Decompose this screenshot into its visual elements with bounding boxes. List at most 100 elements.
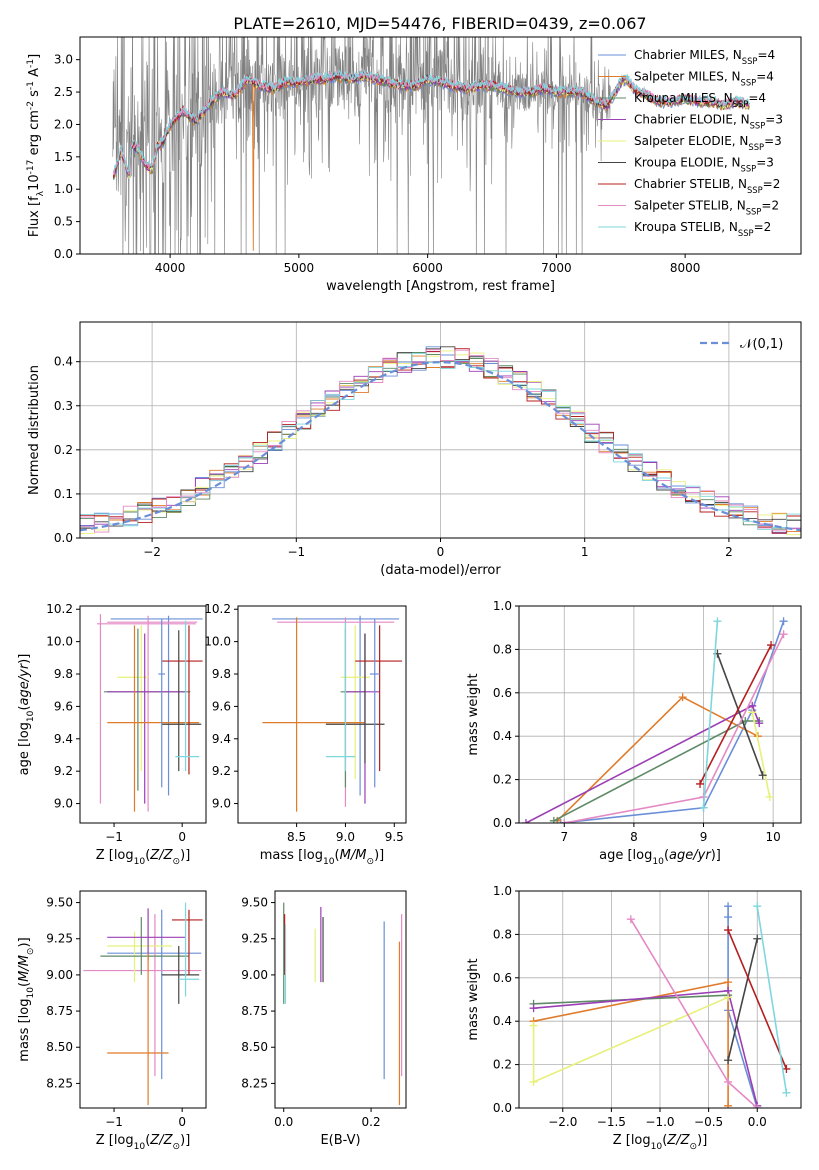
x-tick-label: 1 xyxy=(581,545,589,559)
axes-frame xyxy=(518,605,802,824)
y-tick-label: 9.00 xyxy=(241,968,268,982)
plot-area xyxy=(80,346,801,536)
y-tick-label: 3.0 xyxy=(54,53,73,67)
x-tick-label: 5000 xyxy=(284,261,315,275)
y-tick-label: 9.25 xyxy=(46,932,73,946)
x-tick-label: 0 xyxy=(178,1115,186,1129)
y-tick-label: 8.50 xyxy=(46,1040,73,1054)
x-axis-label: wavelength [Angstrom, rest frame] xyxy=(326,279,555,294)
x-tick-label: −1 xyxy=(287,545,305,559)
observed-spectrum-line xyxy=(112,37,611,254)
legend-label: Salpeter ELODIE, NSSP=3 xyxy=(634,134,782,152)
y-tick-label: 10.0 xyxy=(46,635,73,649)
data-point xyxy=(107,953,169,1106)
y-tick-label: 9.8 xyxy=(54,667,73,681)
weight-marker xyxy=(724,1077,733,1086)
axes-frame xyxy=(274,890,407,1109)
x-tick-label: 7000 xyxy=(541,261,572,275)
data-point xyxy=(107,931,172,983)
data-point xyxy=(110,615,203,796)
y-tick-label: 9.6 xyxy=(54,699,73,713)
panel-mass_ebv: 0.0 0.2 8.25 8.50 8.75 9.00 9.25 9.50 E(B-V) xyxy=(241,890,407,1148)
panel-mass_Z: −1 0 8.25 8.50 8.75 9.00 9.25 9.50 Z [log10(Z/Z⊙… xyxy=(17,890,207,1152)
y-tick-label: 9.4 xyxy=(54,732,73,746)
data-point xyxy=(272,615,400,796)
weight-line xyxy=(560,620,785,823)
axes-frame xyxy=(79,890,207,1109)
weight-marker xyxy=(724,926,733,935)
y-tick-label: 1.0 xyxy=(493,599,512,613)
weight-line xyxy=(525,704,760,823)
y-tick-label: 0.4 xyxy=(493,729,512,743)
weight-line xyxy=(727,929,788,1070)
x-tick-label: 0.2 xyxy=(362,1115,381,1129)
y-tick-label: 0.2 xyxy=(493,1058,512,1072)
data-point xyxy=(158,618,166,788)
x-axis-label: Z [log10(Z/Z⊙)] xyxy=(96,848,191,867)
y-axis-label: age [log10(age/yr)] xyxy=(17,654,36,776)
weight-marker xyxy=(560,819,569,823)
weight-line xyxy=(716,653,764,776)
x-axis-label: Z [log10(Z/Z⊙)] xyxy=(613,1133,708,1152)
y-tick-label: 0.2 xyxy=(54,443,73,457)
axes-frame xyxy=(237,605,407,824)
y-axis-label: mass [log10(M/M⊙)] xyxy=(17,937,36,1061)
legend-label: Chabrier MILES, NSSP=4 xyxy=(634,48,775,66)
y-tick-label: 1.0 xyxy=(493,884,512,898)
histogram-line xyxy=(80,349,801,533)
weight-marker xyxy=(758,771,767,780)
y-tick-label: 0.6 xyxy=(493,971,512,985)
x-tick-label: 9.5 xyxy=(385,830,404,844)
y-axis-label: Flux [fλ10-17 erg cm-2 s-1 A-1] xyxy=(26,54,46,237)
plot-area xyxy=(529,902,791,1108)
y-tick-label: 0.4 xyxy=(493,1014,512,1028)
x-tick-label: 2 xyxy=(725,545,733,559)
y-tick-label: 8.25 xyxy=(46,1076,73,1090)
weight-marker xyxy=(755,719,764,728)
weight-marker xyxy=(779,630,788,639)
weight-marker xyxy=(724,1056,733,1065)
weight-marker xyxy=(779,617,788,626)
x-axis-label: Z [log10(Z/Z⊙)] xyxy=(96,1133,191,1152)
weight-marker xyxy=(529,1004,538,1013)
weight-marker xyxy=(767,641,776,650)
x-tick-label: 9.0 xyxy=(336,830,355,844)
data-point xyxy=(107,615,198,812)
legend-label: Chabrier STELIB, NSSP=2 xyxy=(634,177,780,195)
axes-frame xyxy=(79,36,802,255)
histogram-line xyxy=(80,352,801,531)
data-point xyxy=(161,625,203,775)
y-tick-label: 0.3 xyxy=(54,399,73,413)
x-tick-label: −1.5 xyxy=(597,1115,626,1129)
x-tick-label: −2.0 xyxy=(548,1115,577,1129)
legend-label: Kroupa MILES, NSSP=4 xyxy=(634,91,766,109)
y-tick-label: 9.8 xyxy=(212,667,231,681)
x-tick-label: 0.0 xyxy=(748,1115,767,1129)
panel-age_Z: −1 0 9.0 9.2 9.4 9.6 9.8 10.0 10.2 Z [log10(Z/Z⊙)… xyxy=(17,602,207,867)
figure-title: PLATE=2610, MJD=54476, FIBERID=0439, z=0… xyxy=(233,14,646,33)
y-tick-label: 0.2 xyxy=(493,773,512,787)
x-tick-label: 9 xyxy=(700,830,708,844)
panel-age_mass: 8.5 9.0 9.5 9.0 9.2 9.4 9.6 9.8 10.0 10.2 mass [lo… xyxy=(204,602,407,867)
y-tick-label: 9.0 xyxy=(54,797,73,811)
data-point xyxy=(355,625,403,772)
y-tick-label: 8.75 xyxy=(241,1004,268,1018)
normal-curve xyxy=(80,360,801,532)
y-axis-label: Normed distribution xyxy=(27,365,42,495)
y-tick-label: 9.50 xyxy=(46,896,73,910)
data-point xyxy=(340,628,365,788)
weight-marker xyxy=(782,1064,791,1073)
x-tick-label: −1 xyxy=(105,1115,123,1129)
weight-marker xyxy=(753,934,762,943)
y-tick-label: 0.8 xyxy=(493,927,512,941)
data-point xyxy=(117,625,149,772)
y-tick-label: 8.75 xyxy=(46,1004,73,1018)
weight-marker xyxy=(521,819,530,823)
panel-residuals: 𝒩(0,1) −2 −1 0 1 2 0.0 0.1 0.2 0.3 0.4 (data-model)… xyxy=(27,321,802,578)
y-tick-label: 0.0 xyxy=(493,1101,512,1115)
weight-marker xyxy=(626,915,635,924)
weight-marker xyxy=(724,913,733,922)
weight-marker xyxy=(696,779,705,788)
y-tick-label: 0.4 xyxy=(54,355,73,369)
plot-area xyxy=(83,902,203,1106)
